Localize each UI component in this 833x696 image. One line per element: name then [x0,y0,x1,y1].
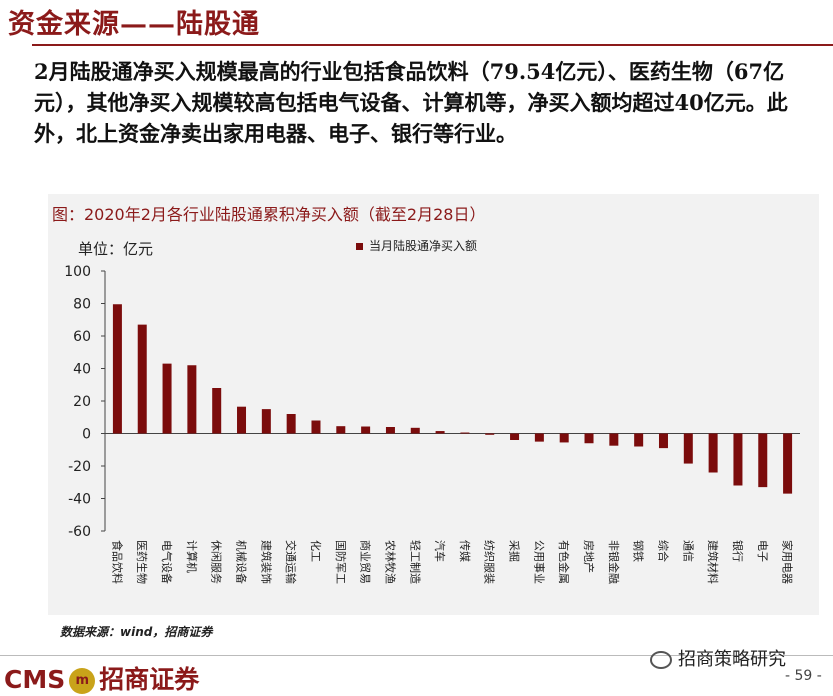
bar [584,433,594,444]
y-tick-label: 0 [82,427,91,443]
logo-name: 招商证券 [99,665,200,694]
company-logo: CMS m 招商证券 [4,660,199,696]
wechat-icon [650,651,672,669]
bar [162,363,172,434]
x-tick-label: 汽车 [433,540,447,562]
x-tick-label: 非银金融 [607,540,621,584]
x-tick-label: 纺织服装 [483,540,497,584]
x-tick-label: 食品饮料 [110,540,124,584]
x-tick-label: 公用事业 [532,540,545,584]
y-tick-label: -20 [68,459,91,475]
bar [212,388,222,434]
wechat-account: 招商策略研究 [650,645,786,671]
x-tick-label: 化工 [309,540,323,562]
x-tick-label: 传媒 [458,540,471,562]
y-tick-label: 80 [73,297,91,313]
bar [460,432,470,434]
page-number: - 59 - [785,668,822,684]
slide-title: 资金来源——陆股通 [8,9,260,40]
x-tick-label: 采掘 [508,540,522,562]
x-tick-label: 建筑装饰 [259,540,273,584]
x-tick-label: 计算机 [185,540,199,573]
bar [361,426,371,434]
bar [237,406,247,434]
x-tick-label: 医药生物 [135,540,149,584]
bar [783,433,793,494]
bar [658,433,668,449]
bar [733,433,743,486]
x-tick-label: 钢铁 [632,540,645,562]
y-tick-label: 20 [73,394,91,410]
bar [683,433,693,464]
bar [708,433,718,473]
x-tick-label: 电气设备 [160,540,174,584]
bar [187,365,197,434]
y-tick-label: 40 [73,362,91,378]
y-tick-label: -60 [68,524,91,540]
wechat-label: 招商策略研究 [678,649,786,670]
bar [485,433,495,435]
bar [261,409,271,434]
title-divider [32,44,833,46]
logo-mark-icon: m [69,668,96,694]
bar [311,420,321,434]
y-tick-label: -40 [68,492,91,508]
summary-text: 2月陆股通净买入规模最高的行业包括食品饮料（79.54亿元）、医药生物（67亿元… [34,59,788,146]
y-tick-label: 60 [73,329,91,345]
bar [286,414,296,434]
x-tick-label: 房地产 [582,540,596,573]
bar [137,324,147,434]
x-tick-label: 商业贸易 [359,540,373,584]
x-tick-label: 家用电器 [781,540,795,584]
x-tick-label: 农林牧渔 [383,540,397,584]
legend-swatch [356,243,363,250]
legend-label: 当月陆股通净买入额 [369,239,478,253]
bar [385,427,395,434]
x-tick-label: 综合 [656,540,670,562]
bar [336,426,346,434]
x-tick-label: 通信 [681,540,694,562]
x-tick-label: 有色金属 [557,540,571,584]
bar [634,433,644,447]
chart-panel [48,194,819,615]
x-tick-label: 国防军工 [334,540,348,584]
bar [112,304,122,434]
x-tick-label: 建筑材料 [706,540,720,584]
bar [410,427,420,434]
logo-text: CMS [4,665,66,694]
chart-legend: 当月陆股通净买入额 [356,237,477,254]
bar [758,433,768,488]
x-tick-label: 银行 [731,540,745,562]
unit-label: 单位：亿元 [78,240,154,258]
bar [435,431,445,434]
data-source: 数据来源：wind，招商证券 [60,625,213,639]
bar [559,433,569,443]
bar [534,433,544,442]
x-tick-label: 休闲服务 [210,540,224,584]
y-tick-label: 100 [64,264,91,280]
chart-title: 图：2020年2月各行业陆股通累积净买入额（截至2月28日） [52,205,486,224]
x-tick-label: 交通运输 [284,540,298,584]
bar [609,433,619,446]
x-tick-label: 轻工制造 [408,540,422,584]
footer-divider [0,655,833,656]
x-tick-label: 机械设备 [235,540,249,584]
x-tick-label: 电子 [756,540,769,562]
bar [510,433,520,440]
